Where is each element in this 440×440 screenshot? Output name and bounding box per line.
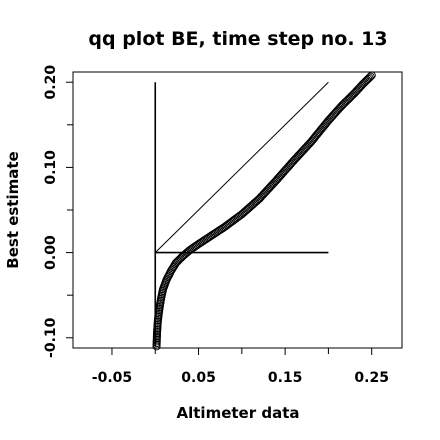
data-point bbox=[194, 239, 203, 249]
data-point bbox=[217, 224, 226, 233]
data-point bbox=[215, 226, 224, 235]
data-point bbox=[186, 245, 195, 254]
plot-frame bbox=[72, 71, 403, 349]
data-point bbox=[204, 233, 213, 242]
y-tick-label: -0.10 bbox=[43, 317, 59, 358]
data-point bbox=[365, 73, 374, 82]
data-point bbox=[187, 244, 196, 253]
y-axis-title: Best estimate bbox=[4, 151, 22, 268]
data-point bbox=[202, 234, 211, 243]
data-point bbox=[213, 227, 222, 236]
data-point bbox=[195, 239, 205, 248]
x-axis: -0.05 0.05 0.15 0.25 bbox=[92, 348, 389, 386]
data-point bbox=[191, 241, 200, 250]
data-point bbox=[209, 230, 218, 239]
data-point bbox=[205, 232, 214, 241]
x-tick-label: -0.05 bbox=[92, 370, 132, 386]
data-point bbox=[189, 243, 198, 252]
data-point bbox=[193, 240, 202, 250]
data-point bbox=[197, 238, 206, 247]
data-point bbox=[190, 242, 199, 251]
data-point bbox=[212, 228, 221, 237]
y-tick-label: 0.00 bbox=[43, 235, 59, 270]
data-point bbox=[219, 223, 228, 232]
x-axis-title: Altimeter data bbox=[177, 404, 300, 422]
data-point bbox=[185, 246, 194, 255]
y-axis: -0.10 0.00 0.10 0.20 bbox=[43, 65, 73, 358]
data-point bbox=[216, 225, 225, 234]
data-point bbox=[367, 71, 376, 80]
y-tick-label: 0.20 bbox=[43, 65, 59, 100]
data-point bbox=[366, 72, 375, 81]
data-point bbox=[208, 230, 217, 240]
x-tick-label: 0.25 bbox=[354, 370, 389, 386]
data-point bbox=[200, 236, 209, 245]
data-point bbox=[206, 231, 215, 240]
data-point bbox=[210, 229, 220, 238]
data-point bbox=[198, 237, 207, 246]
data-points bbox=[152, 71, 376, 351]
reference-line-1 bbox=[154, 81, 329, 253]
y-tick-label: 0.10 bbox=[43, 150, 59, 185]
chart-title: qq plot BE, time step no. 13 bbox=[88, 28, 387, 50]
data-point bbox=[201, 235, 210, 244]
x-tick-label: 0.15 bbox=[268, 370, 303, 386]
x-tick-label: 0.05 bbox=[181, 370, 216, 386]
